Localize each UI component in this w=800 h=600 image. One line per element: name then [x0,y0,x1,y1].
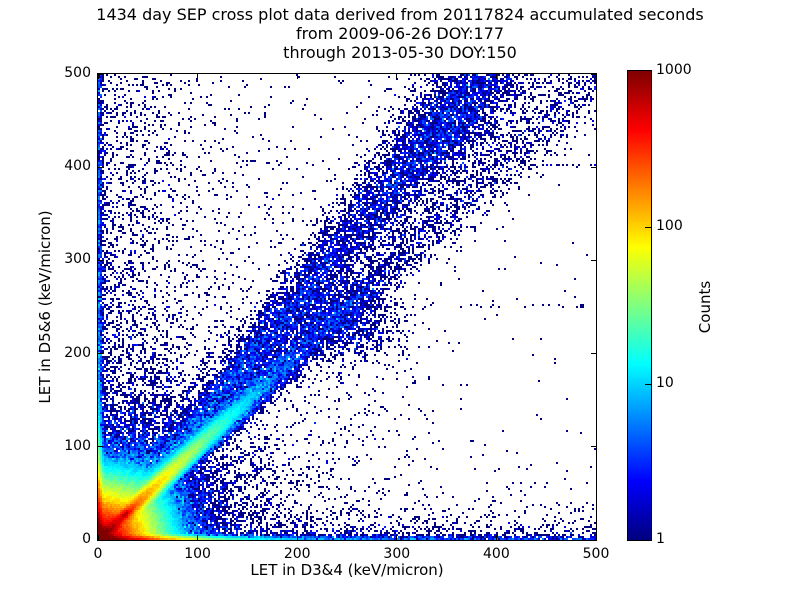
colorbar-tick-mark [645,384,651,385]
y-tick-mark [591,446,596,448]
colorbar [627,70,652,541]
title-line-1: 1434 day SEP cross plot data derived fro… [96,5,704,24]
colorbar-tick-label: 10 [656,374,674,391]
y-tick-label: 300 [64,251,91,268]
x-tick-mark [97,535,99,540]
y-tick-label: 400 [64,158,91,175]
y-tick-mark [98,73,103,75]
plot-area [97,73,597,541]
x-tick-mark [396,535,398,540]
colorbar-gradient-canvas [628,71,651,540]
x-tick-mark [197,535,199,540]
colorbar-tick-mark [645,227,651,228]
title-line-2: from 2009-06-26 DOY:177 [295,24,504,43]
x-tick-mark [97,74,99,79]
x-tick-label: 100 [184,546,211,562]
y-tick-label: 200 [64,344,91,361]
y-tick-mark [591,353,596,355]
x-tick-mark [197,74,199,79]
y-tick-mark [98,259,103,261]
x-tick-label: 300 [383,546,411,562]
y-tick-mark [98,539,103,541]
x-tick-label: 400 [483,546,510,562]
x-tick-mark [495,535,497,540]
colorbar-label: Counts [696,280,714,334]
x-axis-label: LET in D3&4 (keV/micron) [250,561,444,579]
x-tick-label: 0 [93,546,103,562]
y-axis-label: LET in D5&6 (keV/micron) [36,210,54,404]
x-tick-mark [296,74,298,79]
x-tick-mark [495,74,497,79]
x-tick-mark [595,74,597,79]
colorbar-tick-label: 1 [656,531,665,547]
x-tick-mark [296,535,298,540]
y-tick-mark [591,166,596,168]
y-tick-label: 100 [64,437,91,454]
colorbar-tick-label: 1000 [656,62,692,78]
title-line-3: through 2013-05-30 DOY:150 [283,43,517,62]
colorbar-tick-label: 100 [656,218,683,235]
y-tick-mark [591,259,596,261]
y-tick-label: 500 [64,65,91,81]
plot-title: 1434 day SEP cross plot data derived fro… [0,5,800,62]
x-tick-mark [396,74,398,79]
y-tick-label: 0 [82,531,91,547]
x-tick-mark [595,535,597,540]
x-tick-label: 200 [283,546,311,562]
y-tick-mark [98,166,103,168]
density-scatter-canvas [98,74,596,540]
y-tick-mark [98,446,103,448]
y-tick-mark [591,73,596,75]
y-tick-mark [98,353,103,355]
y-tick-mark [591,539,596,541]
x-tick-label: 500 [582,546,610,562]
